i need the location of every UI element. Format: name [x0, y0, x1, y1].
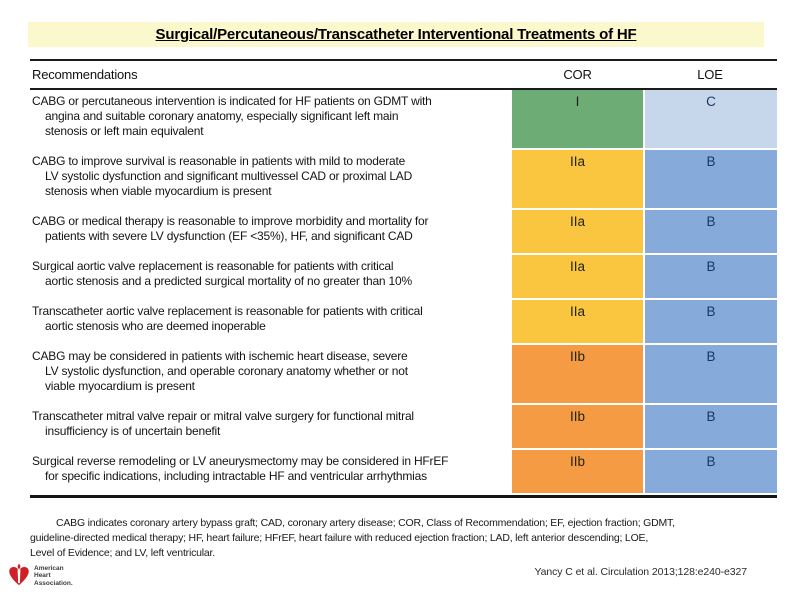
table-row: CABG or percutaneous intervention is ind… — [30, 90, 777, 150]
recommendation-text: CABG may be considered in patients with … — [32, 349, 408, 393]
loe-cell: B — [643, 450, 777, 495]
table-row: CABG or medical therapy is reasonable to… — [30, 210, 777, 255]
aha-logo-line-1: American — [34, 564, 64, 572]
aha-logo-line-3: Association. — [34, 579, 73, 587]
table-row: Transcatheter mitral valve repair or mit… — [30, 405, 777, 450]
recommendation-text: Surgical reverse remodeling or LV aneury… — [32, 454, 449, 483]
cor-cell: IIa — [512, 300, 643, 345]
recommendation-text: CABG to improve survival is reasonable i… — [32, 154, 413, 198]
loe-cell: B — [643, 150, 777, 210]
loe-cell: B — [643, 255, 777, 300]
aha-heart-torch-icon — [9, 563, 29, 586]
aha-logo-text: American Heart Association. — [34, 565, 73, 588]
aha-logo-line-2: Heart — [34, 572, 51, 580]
loe-cell: B — [643, 210, 777, 255]
recommendation-text: CABG or percutaneous intervention is ind… — [32, 94, 432, 138]
table-row: Surgical reverse remodeling or LV aneury… — [30, 450, 777, 495]
cor-cell: IIa — [512, 150, 643, 210]
slide-title-banner: Surgical/Percutaneous/Transcatheter Inte… — [28, 22, 764, 47]
loe-cell: B — [643, 405, 777, 450]
header-cor: COR — [563, 67, 592, 82]
table-row: Surgical aortic valve replacement is rea… — [30, 255, 777, 300]
table-row: CABG to improve survival is reasonable i… — [30, 150, 777, 210]
recommendation-text: Transcatheter aortic valve replacement i… — [32, 304, 423, 333]
table-row: CABG may be considered in patients with … — [30, 345, 777, 405]
cor-cell: IIb — [512, 450, 643, 495]
table-body: CABG or percutaneous intervention is ind… — [30, 90, 777, 495]
table-footnote: CABG indicates coronary artery bypass gr… — [30, 517, 675, 559]
table-header-row: Recommendations COR LOE — [30, 59, 777, 90]
cor-cell: IIb — [512, 345, 643, 405]
cor-cell: IIb — [512, 405, 643, 450]
cor-cell: IIa — [512, 210, 643, 255]
table-row: Transcatheter aortic valve replacement i… — [30, 300, 777, 345]
recommendation-text: CABG or medical therapy is reasonable to… — [32, 214, 429, 243]
aha-logo: American Heart Association. — [6, 561, 73, 591]
header-recommendations: Recommendations — [32, 67, 138, 82]
loe-cell: C — [643, 90, 777, 150]
loe-cell: B — [643, 345, 777, 405]
recommendation-text: Surgical aortic valve replacement is rea… — [32, 259, 412, 288]
header-loe: LOE — [697, 67, 723, 82]
recommendation-text: Transcatheter mitral valve repair or mit… — [32, 409, 414, 438]
slide-title: Surgical/Percutaneous/Transcatheter Inte… — [155, 26, 637, 43]
cor-cell: IIa — [512, 255, 643, 300]
loe-cell: B — [643, 300, 777, 345]
recommendations-table: Recommendations COR LOE CABG or percutan… — [30, 59, 777, 498]
citation: Yancy C et al. Circulation 2013;128:e240… — [534, 566, 748, 578]
cor-cell: I — [512, 90, 643, 150]
